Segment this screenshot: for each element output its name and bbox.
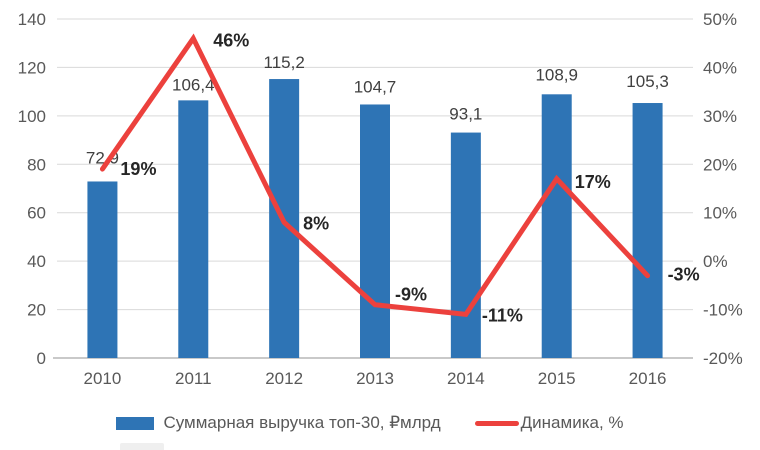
right-axis-tick: 50% [703, 10, 737, 29]
bar-2010 [87, 181, 118, 358]
bar-value-label: 104,7 [354, 77, 397, 96]
left-axis-tick: 80 [27, 155, 46, 174]
x-axis-label: 2013 [356, 369, 394, 388]
bar-value-label: 115,2 [264, 53, 305, 72]
x-axis-label: 2010 [84, 369, 122, 388]
x-axis-label: 2012 [265, 369, 303, 388]
line-value-label: -11% [482, 305, 523, 325]
left-axis-tick: 0 [37, 349, 46, 368]
cropped-legend-swatch [120, 443, 164, 450]
bar-2015 [541, 94, 572, 358]
left-axis-tick: 40 [27, 252, 46, 271]
bar-value-label: 105,3 [626, 72, 669, 91]
right-axis-tick: -10% [703, 301, 743, 320]
line-value-label: -9% [395, 285, 427, 305]
right-axis-tick: -20% [703, 349, 743, 368]
bar-2013 [360, 104, 390, 358]
x-axis-label: 2014 [447, 369, 485, 388]
bar-2016 [632, 103, 663, 358]
left-axis-tick: 100 [18, 107, 46, 126]
chart-plot-area: 0 20 40 60 80 100 120 140 -20% -10% 0% 10% 20% 30% 40%… [18, 10, 743, 388]
bar-value-label: 108,9 [535, 65, 578, 84]
left-axis-tick: 20 [27, 301, 46, 320]
line-value-label: 17% [575, 172, 611, 192]
left-axis-tick: 60 [27, 204, 46, 223]
left-axis-tick: 120 [18, 58, 46, 77]
bar-value-label: 106,4 [172, 75, 215, 94]
legend-item-dynamics: Динамика, % [474, 413, 624, 433]
bar-value-label: 93,1 [449, 105, 482, 124]
right-axis-tick: 20% [703, 155, 737, 174]
right-axis-tick: 40% [703, 58, 737, 77]
dynamics-line [99, 33, 651, 318]
legend-label-dynamics: Динамика, % [520, 413, 624, 432]
legend-item-revenue: Суммарная выручка топ-30, ₽млрд [116, 413, 441, 433]
legend-bar-swatch [116, 416, 155, 430]
bar-2014 [450, 132, 481, 358]
legend-label-revenue: Суммарная выручка топ-30, ₽млрд [163, 413, 441, 432]
line-value-label: 19% [120, 159, 156, 179]
bar-2011 [178, 100, 209, 359]
right-axis-tick: 30% [703, 107, 737, 126]
x-axis-label: 2016 [629, 369, 667, 388]
line-value-label: 46% [213, 30, 249, 50]
line-value-label: -3% [668, 265, 700, 285]
x-axis-label: 2011 [175, 369, 212, 388]
right-axis-tick: 10% [703, 204, 737, 223]
legend-line-swatch [474, 420, 519, 426]
x-axis-label: 2015 [538, 369, 576, 388]
line-value-label: 8% [303, 213, 329, 233]
chart-legend: Суммарная выручка топ-30, ₽млрд Динамика… [0, 413, 750, 433]
right-axis-tick: 0% [703, 252, 728, 271]
left-axis-tick: 140 [18, 10, 46, 29]
